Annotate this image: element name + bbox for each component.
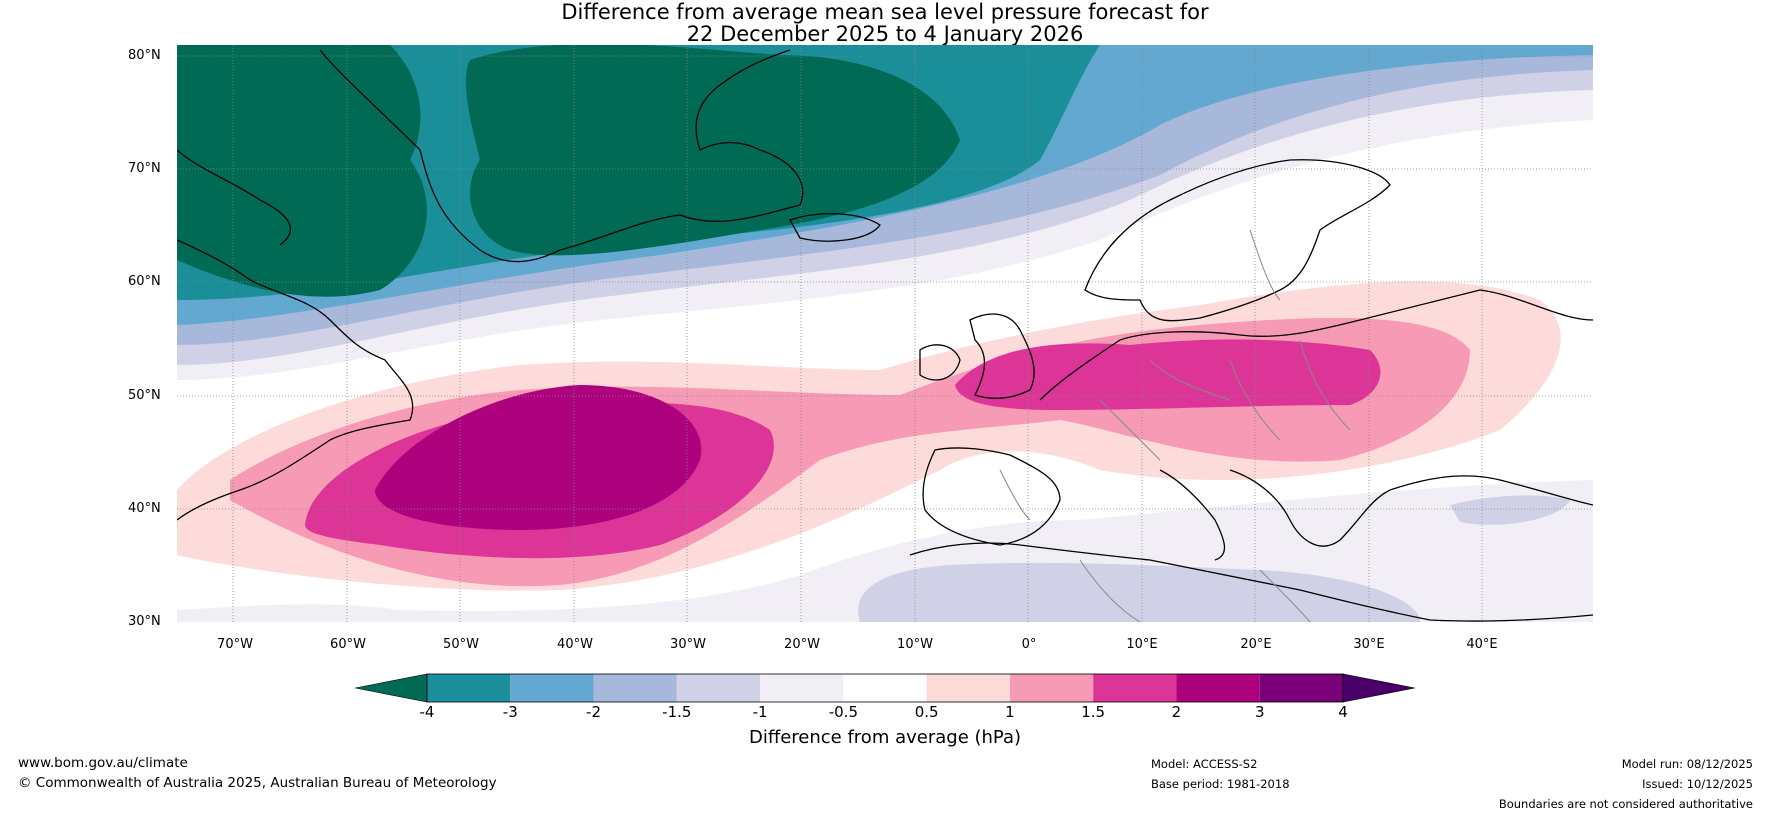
lat-label-50n: 50°N [128, 388, 161, 403]
website-text: www.bom.gov.au/climate [18, 755, 188, 771]
lon-label-0: 0° [1021, 637, 1037, 652]
colorbar-title: Difference from average (hPa) [748, 727, 1022, 748]
lat-label-70n: 70°N [128, 161, 161, 176]
colorbar-segment [1259, 674, 1343, 702]
colorbar-segment [1009, 674, 1094, 702]
lon-label-20w: 20°W [784, 637, 820, 652]
colorbar-tick-label: 4 [1338, 703, 1348, 721]
lon-label-40e: 40°E [1466, 637, 1498, 652]
lon-label-70w: 70°W [217, 637, 253, 652]
anomaly-contours [177, 45, 1593, 622]
colorbar-segment [760, 674, 844, 702]
coast-baffin [177, 149, 292, 246]
coast-iceland [789, 213, 881, 242]
map-title-line-2: 22 December 2025 to 4 January 2026 [686, 22, 1084, 46]
colorbar-tick-label: -0.5 [828, 703, 858, 721]
country-borders [999, 229, 1351, 622]
contour-neg-4a [177, 45, 427, 297]
lat-label-60n: 60°N [128, 274, 161, 289]
colorbar-extend-high [1342, 673, 1416, 703]
colorbar-segment [1176, 674, 1260, 702]
contour-pos-1.5-europe [955, 339, 1381, 410]
lon-label-20e: 20°E [1240, 637, 1272, 652]
colorbar-segment [926, 674, 1010, 702]
colorbar-segment [510, 674, 594, 702]
colorbar-tick-label: -3 [502, 703, 518, 721]
coast-italy [1159, 469, 1226, 561]
model-text: Model: ACCESS-S2 [1151, 757, 1258, 771]
base-period-text: Base period: 1981-2018 [1151, 777, 1290, 791]
lat-label-80n: 80°N [128, 48, 161, 63]
colorbar-segment [843, 674, 927, 702]
lon-label-30w: 30°W [670, 637, 706, 652]
coast-scandinavia [1084, 159, 1391, 322]
lon-label-50w: 50°W [443, 637, 479, 652]
colorbar-tick-label: 3 [1254, 703, 1265, 721]
lat-label-40n: 40°N [128, 501, 161, 516]
coast-labrador [177, 239, 414, 521]
coast-africa [909, 542, 1593, 622]
colorbar-tick-label: -1 [752, 703, 768, 721]
coast-iberia [922, 447, 1061, 546]
disclaimer-text: Boundaries are not considered authoritat… [1498, 797, 1753, 811]
lon-label-10w: 10°W [897, 637, 933, 652]
coast-greenland [319, 49, 804, 263]
colorbar-tick-label: 0.5 [914, 703, 939, 721]
copyright-text: © Commonwealth of Australia 2025, Austra… [18, 775, 497, 791]
colorbar-tick-label: -2 [586, 703, 602, 721]
model-run-text: Model run: 08/12/2025 [1621, 757, 1753, 771]
issued-text: Issued: 10/12/2025 [1642, 777, 1753, 791]
colorbar-segment [1093, 674, 1177, 702]
coast-europe [1039, 289, 1593, 401]
lon-label-60w: 60°W [330, 637, 366, 652]
colorbar-tick-label: -4 [419, 703, 435, 721]
map-title-line-1: Difference from average mean sea level p… [561, 0, 1209, 24]
contour-pos-2 [375, 385, 702, 530]
coast-balkans [1229, 469, 1593, 547]
colorbar-segment [427, 674, 511, 702]
colorbar-tick-label: 1.5 [1081, 703, 1106, 721]
lat-label-30n: 30°N [128, 614, 161, 629]
colorbar-segment [593, 674, 677, 702]
colorbar-extend-low [354, 673, 428, 703]
coast-ireland [919, 344, 961, 381]
colorbar-tick-label: 1 [1005, 703, 1015, 721]
colorbar-frame [426, 673, 1344, 703]
contour-neg-4b [465, 45, 960, 256]
coast-britain [969, 313, 1035, 399]
colorbar-segments [354, 673, 1416, 703]
coastlines [177, 49, 1593, 622]
colorbar-tick-label: -1.5 [662, 703, 692, 721]
lon-label-10e: 10°E [1126, 637, 1158, 652]
graticule [177, 45, 1593, 622]
lon-label-40w: 40°W [557, 637, 593, 652]
lon-label-30e: 30°E [1353, 637, 1385, 652]
colorbar-segment [676, 674, 761, 702]
contour-neg-1-south [858, 562, 1420, 622]
colorbar-tick-label: 2 [1171, 703, 1182, 721]
contour-neg-1-east [1450, 495, 1570, 525]
